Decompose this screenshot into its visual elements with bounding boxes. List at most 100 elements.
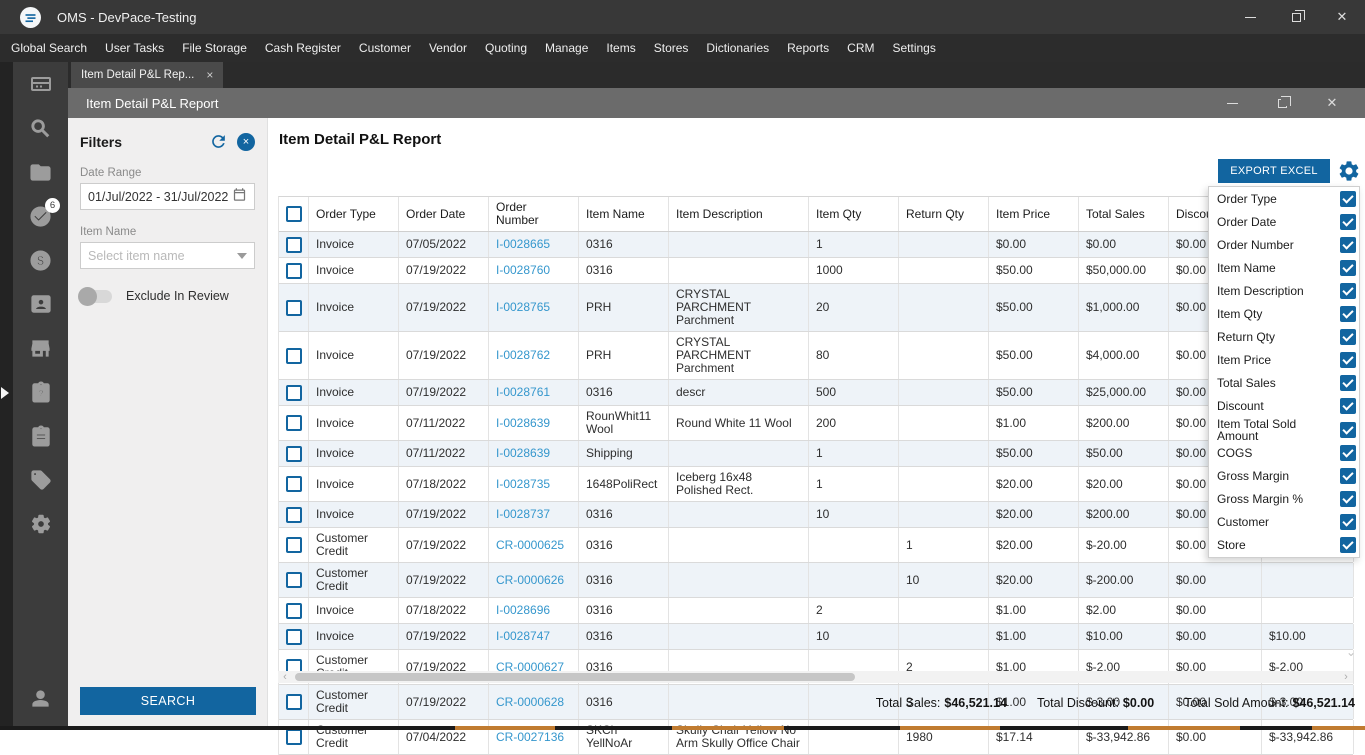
column-header-item-qty[interactable]: Item Qty — [809, 197, 899, 231]
column-checkbox[interactable] — [1340, 514, 1356, 530]
menu-item-stores[interactable]: Stores — [645, 34, 698, 62]
column-checkbox[interactable] — [1340, 491, 1356, 507]
menu-item-reports[interactable]: Reports — [778, 34, 838, 62]
refresh-icon[interactable] — [209, 132, 228, 151]
order-number-link[interactable]: I-0028761 — [489, 380, 579, 405]
search-icon[interactable] — [13, 106, 68, 150]
row-checkbox[interactable] — [286, 629, 302, 645]
order-number-link[interactable]: I-0028665 — [489, 232, 579, 257]
menu-item-cash-register[interactable]: Cash Register — [256, 34, 350, 62]
column-checkbox[interactable] — [1340, 422, 1356, 438]
column-option-item-qty[interactable]: Item Qty — [1209, 302, 1359, 325]
close-button[interactable]: ✕ — [1319, 0, 1365, 34]
filters-close-icon[interactable]: × — [237, 133, 255, 151]
export-excel-button[interactable]: EXPORT EXCEL — [1218, 159, 1330, 183]
restore-button[interactable] — [1273, 0, 1319, 34]
table-row[interactable]: Customer Credit07/19/2022CR-000062603161… — [279, 563, 1353, 598]
column-option-order-number[interactable]: Order Number — [1209, 233, 1359, 256]
calendar-icon[interactable] — [232, 187, 247, 207]
column-header-order-date[interactable]: Order Date — [399, 197, 489, 231]
store-icon[interactable] — [13, 326, 68, 370]
file-storage-icon[interactable] — [13, 150, 68, 194]
horizontal-scrollbar[interactable]: ‹ › — [278, 671, 1353, 683]
table-row[interactable]: Invoice07/19/2022I-00287610316descr500$5… — [279, 380, 1353, 406]
menu-item-user-tasks[interactable]: User Tasks — [96, 34, 173, 62]
column-option-total-sales[interactable]: Total Sales — [1209, 372, 1359, 395]
inner-minimize-button[interactable] — [1207, 88, 1257, 118]
cash-drawer-icon[interactable] — [13, 62, 68, 106]
column-header-return-qty[interactable]: Return Qty — [899, 197, 989, 231]
item-name-select[interactable]: Select item name — [80, 242, 255, 269]
column-checkbox[interactable] — [1340, 191, 1356, 207]
table-row[interactable]: Customer Credit07/19/2022CR-000062503161… — [279, 528, 1353, 563]
row-checkbox[interactable] — [286, 572, 302, 588]
column-checkbox[interactable] — [1340, 352, 1356, 368]
column-settings-gear-icon[interactable] — [1337, 159, 1361, 183]
column-option-item-name[interactable]: Item Name — [1209, 256, 1359, 279]
menu-item-file-storage[interactable]: File Storage — [173, 34, 256, 62]
order-number-link[interactable]: CR-0000626 — [489, 563, 579, 597]
order-number-link[interactable]: I-0028735 — [489, 467, 579, 501]
column-option-gross-margin[interactable]: Gross Margin % — [1209, 488, 1359, 511]
row-checkbox[interactable] — [286, 348, 302, 364]
scroll-down-icon[interactable]: ⌄ — [1346, 645, 1356, 659]
column-checkbox[interactable] — [1340, 329, 1356, 345]
table-row[interactable]: Invoice07/11/2022I-0028639Shipping1$50.0… — [279, 441, 1353, 467]
table-row[interactable]: Invoice07/19/2022I-002876003161000$50.00… — [279, 258, 1353, 284]
column-option-item-description[interactable]: Item Description — [1209, 279, 1359, 302]
column-checkbox[interactable] — [1340, 445, 1356, 461]
profile-icon[interactable] — [13, 676, 68, 720]
row-checkbox[interactable] — [286, 385, 302, 401]
column-checkbox[interactable] — [1340, 306, 1356, 322]
menu-item-crm[interactable]: CRM — [838, 34, 883, 62]
select-all-checkbox[interactable] — [286, 206, 302, 222]
table-row[interactable]: Invoice07/18/2022I-002869603162$1.00$2.0… — [279, 598, 1353, 624]
date-range-input[interactable] — [88, 190, 232, 204]
user-tasks-icon[interactable]: 6 — [13, 194, 68, 238]
table-row[interactable]: Invoice07/05/2022I-002866503161$0.00$0.0… — [279, 232, 1353, 258]
row-checkbox[interactable] — [286, 729, 302, 745]
column-checkbox[interactable] — [1340, 468, 1356, 484]
settings-gear-icon[interactable] — [13, 502, 68, 546]
menu-item-settings[interactable]: Settings — [883, 34, 944, 62]
order-number-link[interactable]: CR-0000628 — [489, 685, 579, 719]
order-number-link[interactable]: I-0028765 — [489, 284, 579, 331]
order-number-link[interactable]: I-0028639 — [489, 406, 579, 440]
column-header-total-sales[interactable]: Total Sales — [1079, 197, 1169, 231]
column-checkbox[interactable] — [1340, 283, 1356, 299]
column-checkbox[interactable] — [1340, 237, 1356, 253]
customer-icon[interactable] — [13, 282, 68, 326]
menu-item-global-search[interactable]: Global Search — [2, 34, 96, 62]
order-number-link[interactable]: I-0028696 — [489, 598, 579, 623]
column-option-cogs[interactable]: COGS — [1209, 442, 1359, 465]
minimize-button[interactable] — [1227, 0, 1273, 34]
row-checkbox[interactable] — [286, 263, 302, 279]
column-option-gross-margin[interactable]: Gross Margin — [1209, 465, 1359, 488]
column-checkbox[interactable] — [1340, 398, 1356, 414]
row-checkbox[interactable] — [286, 300, 302, 316]
row-checkbox[interactable] — [286, 446, 302, 462]
menu-item-items[interactable]: Items — [597, 34, 644, 62]
order-number-link[interactable]: I-0028762 — [489, 332, 579, 379]
column-option-discount[interactable]: Discount — [1209, 395, 1359, 418]
order-number-link[interactable]: I-0028639 — [489, 441, 579, 466]
row-checkbox[interactable] — [286, 507, 302, 523]
column-option-order-date[interactable]: Order Date — [1209, 210, 1359, 233]
row-checkbox[interactable] — [286, 415, 302, 431]
column-header-item-description[interactable]: Item Description — [669, 197, 809, 231]
table-row[interactable]: Invoice07/18/2022I-00287351648PoliRectIc… — [279, 467, 1353, 502]
menu-item-quoting[interactable]: Quoting — [476, 34, 536, 62]
table-row[interactable]: Invoice07/19/2022I-0028737031610$20.00$2… — [279, 502, 1353, 528]
row-checkbox[interactable] — [286, 237, 302, 253]
table-row[interactable]: Invoice07/19/2022I-0028762PRHCRYSTAL PAR… — [279, 332, 1353, 380]
table-row[interactable]: Invoice07/19/2022I-0028747031610$1.00$10… — [279, 624, 1353, 650]
row-checkbox[interactable] — [286, 603, 302, 619]
column-option-item-total-sold-amount[interactable]: Item Total Sold Amount — [1209, 418, 1359, 442]
column-checkbox[interactable] — [1340, 537, 1356, 553]
row-checkbox[interactable] — [286, 537, 302, 553]
scroll-right-icon[interactable]: › — [1339, 671, 1353, 683]
column-option-item-price[interactable]: Item Price — [1209, 348, 1359, 371]
order-number-link[interactable]: I-0028747 — [489, 624, 579, 649]
menu-item-customer[interactable]: Customer — [350, 34, 420, 62]
exclude-in-review-toggle[interactable] — [80, 290, 112, 303]
